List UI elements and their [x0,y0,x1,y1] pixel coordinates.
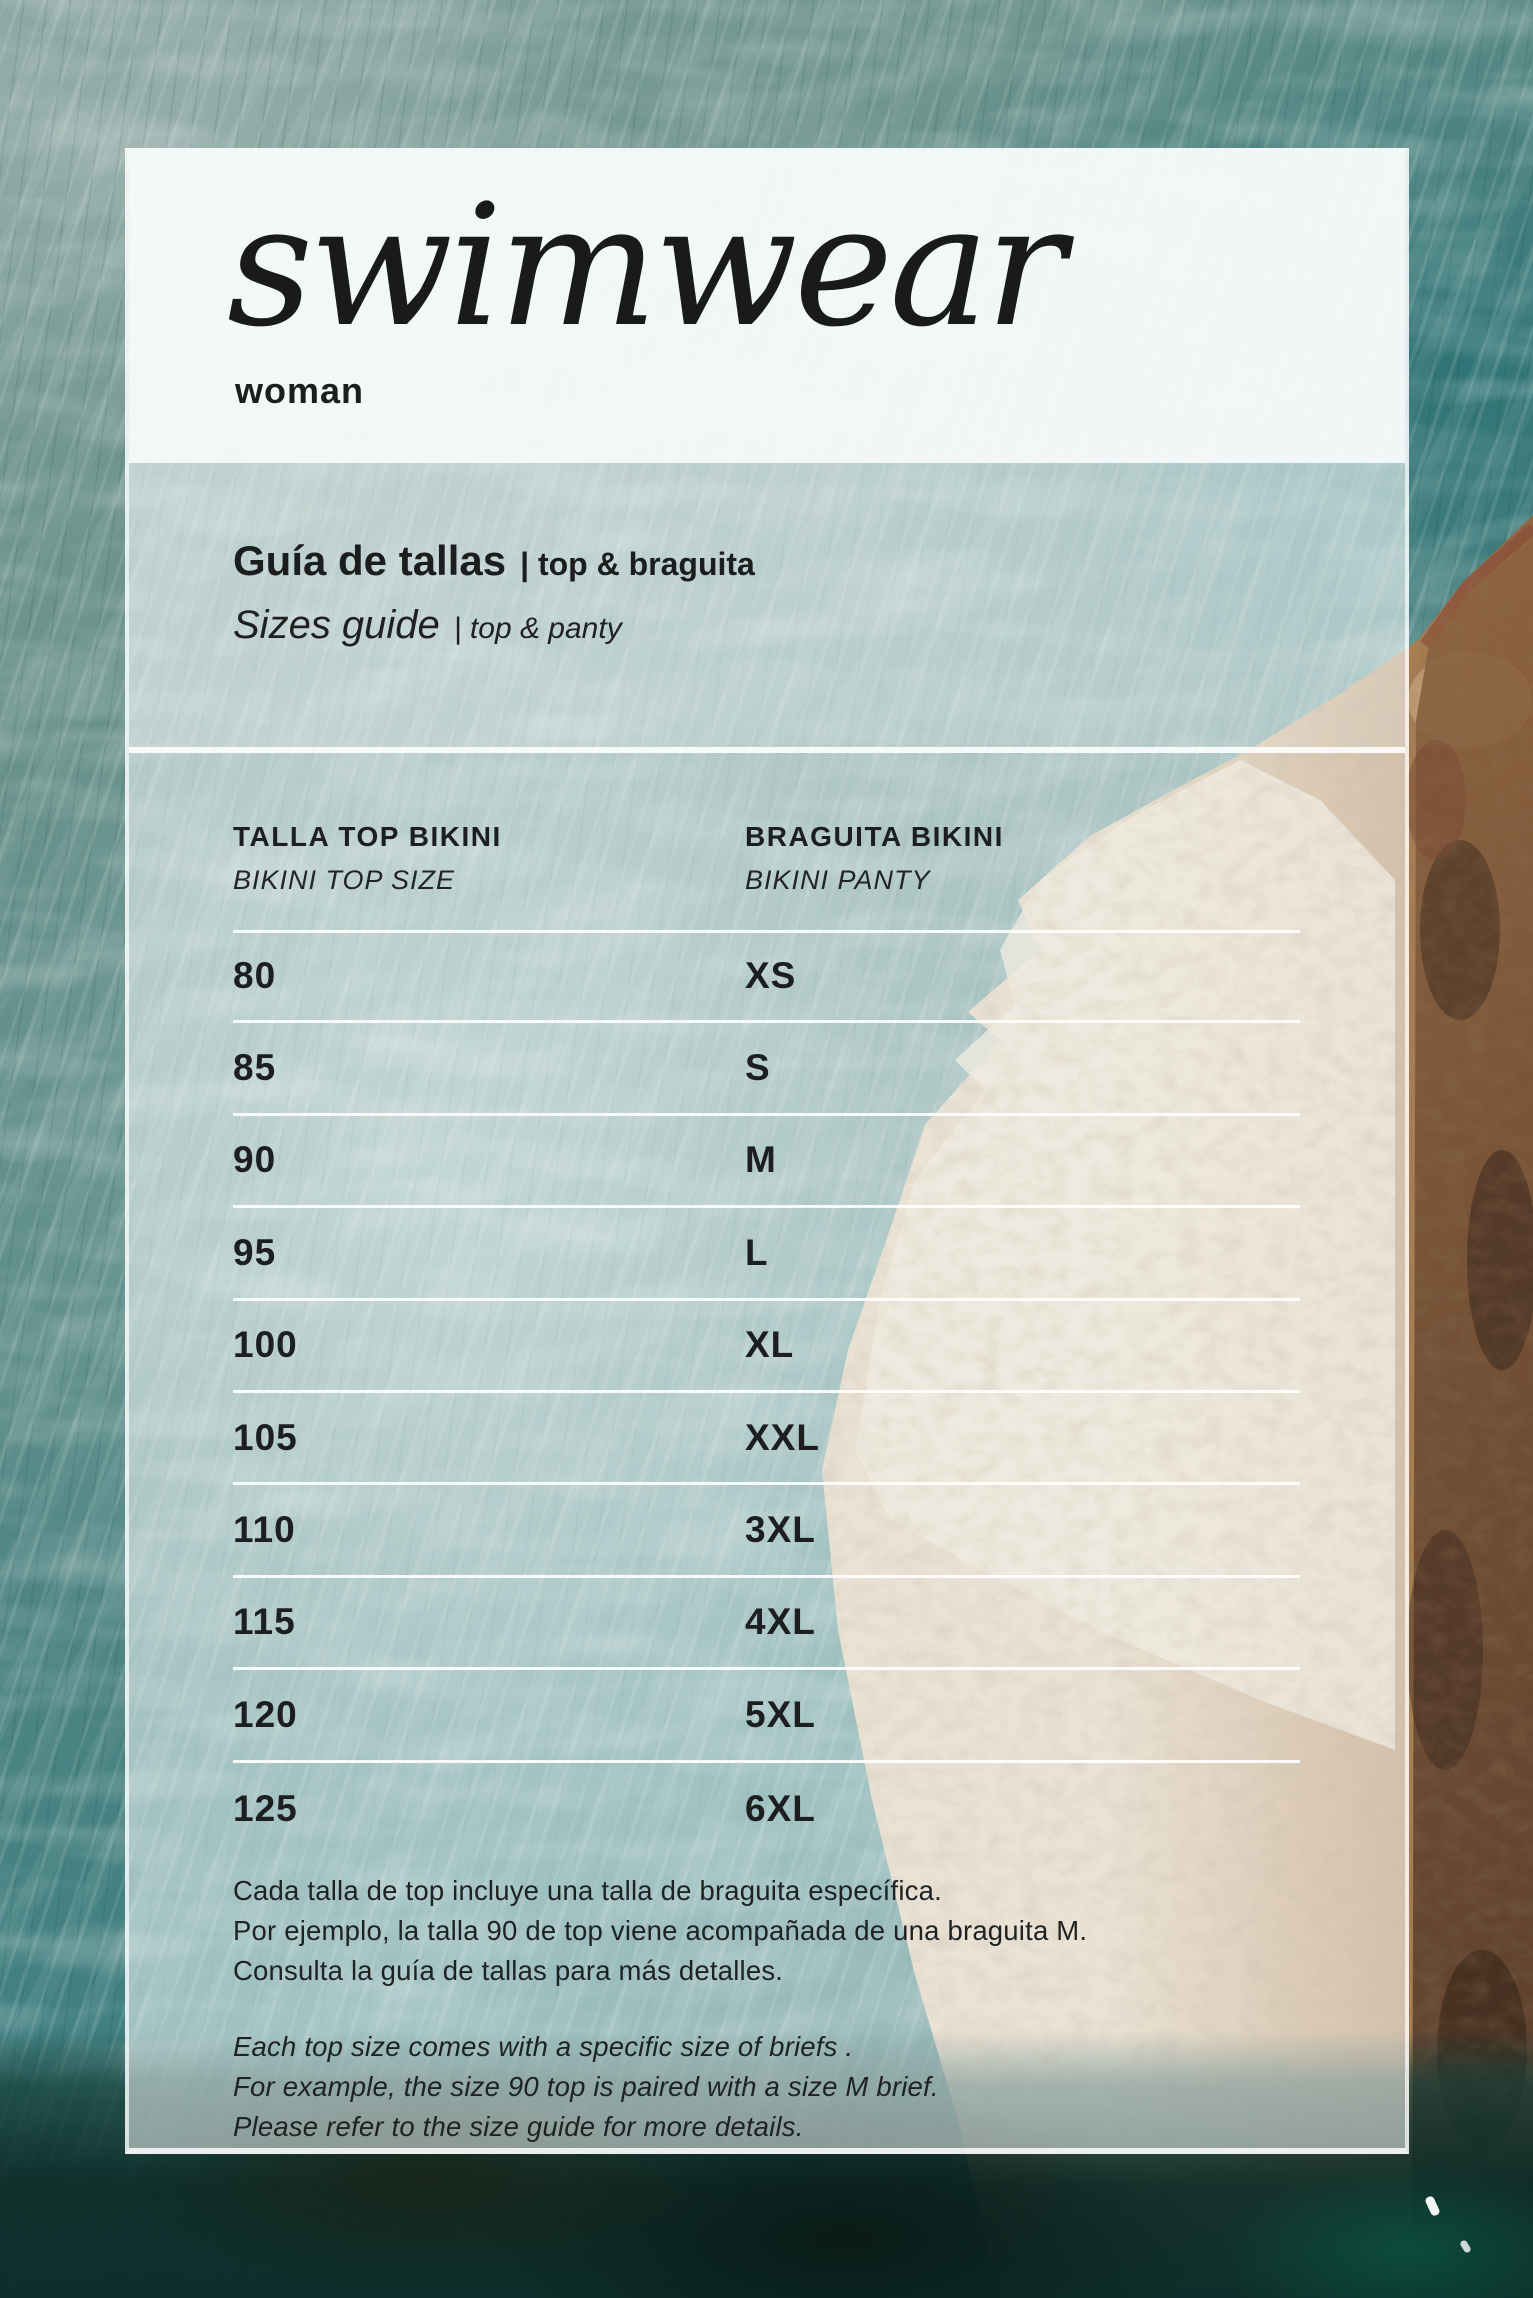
guide-title-en: Sizes guide | top & panty [233,603,622,648]
column-header-top-size-es: TALLA TOP BIKINI [233,821,502,852]
footnote-spanish: Cada talla de top incluye una talla de b… [233,1871,1343,1991]
top-size-value: 80 [233,954,277,996]
top-size-value: 85 [233,1047,277,1089]
guide-title-es: Guía de tallas | top & braguita [233,537,755,585]
top-size-value: 90 [233,1139,277,1181]
footnote-english: Each top size comes with a specific size… [233,2027,1343,2147]
size-row: 120 5XL [233,1670,1300,1763]
table-header-rule [233,930,1300,933]
top-size-value: 115 [233,1601,296,1643]
panty-size-value: 3XL [745,1509,816,1551]
top-size-value: 105 [233,1416,298,1458]
footnotes: Cada talla de top incluye una talla de b… [233,1871,1343,2147]
size-row: 115 4XL [233,1578,1300,1671]
size-table: 80 XS 85 S 90 M 95 L [233,931,1300,1855]
footnote-es-line1: Cada talla de top incluye una talla de b… [233,1875,942,1906]
size-row: 105 XXL [233,1393,1300,1486]
column-header-top-size: TALLA TOP BIKINI BIKINI TOP SIZE [233,821,745,896]
panty-size-value: XS [745,954,797,996]
top-size-value: 100 [233,1324,298,1366]
panty-size-value: XXL [745,1416,820,1458]
size-row: 110 3XL [233,1485,1300,1578]
size-row: 85 S [233,1023,1300,1116]
guide-title-en-main: Sizes guide [233,603,440,647]
guide-title-es-main: Guía de tallas [233,537,507,584]
footnote-en-line2: For example, the size 90 top is paired w… [233,2071,939,2102]
panty-size-value: 4XL [745,1601,816,1643]
footnote-es-line2: Por ejemplo, la talla 90 de top viene ac… [233,1915,1088,1946]
footnote-en-line1: Each top size comes with a specific size… [233,2031,854,2062]
white-seam-divider [129,747,1405,753]
footnote-es-line3: Consulta la guía de tallas para más deta… [233,1955,784,1986]
size-row: 80 XS [233,931,1300,1024]
brand-subtitle: woman [235,370,365,411]
guide-title-en-suffix: | top & panty [453,612,622,645]
column-header-top-size-en: BIKINI TOP SIZE [233,865,456,895]
column-header-panty-size-en: BIKINI PANTY [745,865,931,895]
guide-title-es-suffix: | top & braguita [520,546,755,582]
column-header-panty-size: BRAGUITA BIKINI BIKINI PANTY [745,821,1300,896]
top-size-value: 120 [233,1693,298,1735]
guide-title-band: Guía de tallas | top & braguita Sizes gui… [129,463,1405,747]
panty-size-value: S [745,1047,771,1089]
sizes-table-band: TALLA TOP BIKINI BIKINI TOP SIZE BRAGUIT… [129,753,1405,2148]
panty-size-value: 5XL [745,1693,816,1735]
panty-size-value: M [745,1139,777,1181]
size-guide-card: swimwear woman Guía de tallas | top & bra… [125,148,1409,2154]
panty-size-value: XL [745,1324,795,1366]
table-column-headers: TALLA TOP BIKINI BIKINI TOP SIZE BRAGUIT… [233,821,1300,896]
size-row: 90 M [233,1116,1300,1209]
size-row: 95 L [233,1208,1300,1301]
brand-header: swimwear woman [129,148,1405,463]
footnote-en-line3: Please refer to the size guide for more … [233,2111,804,2142]
size-row: 100 XL [233,1301,1300,1393]
size-row: 125 6XL [233,1763,1300,1855]
column-header-panty-size-es: BRAGUITA BIKINI [745,821,1004,852]
top-size-value: 125 [233,1787,298,1829]
panty-size-value: 6XL [745,1787,816,1829]
top-size-value: 95 [233,1231,277,1273]
brand-title: swimwear [227,168,1066,364]
panty-size-value: L [745,1231,769,1273]
top-size-value: 110 [233,1509,296,1551]
